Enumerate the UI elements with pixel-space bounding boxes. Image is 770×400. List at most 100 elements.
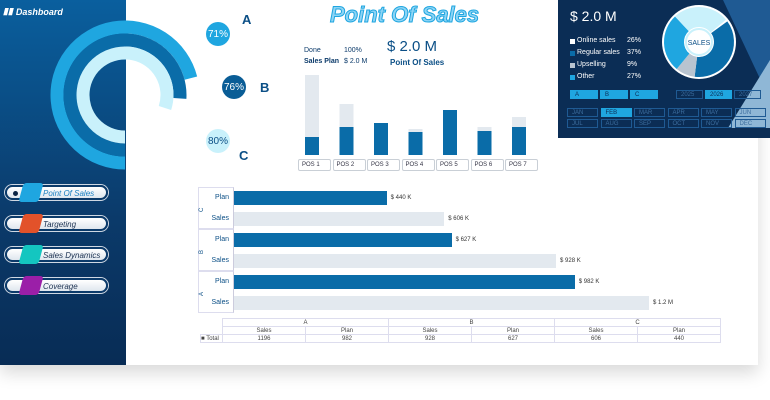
bar-label: Sales: [211, 215, 229, 222]
month-button[interactable]: NOV: [701, 119, 732, 128]
total-sales: $ 2.0 M: [387, 38, 438, 55]
ring-a-label: A: [242, 12, 252, 27]
bar-label: Plan: [214, 278, 229, 285]
pos-filter-button[interactable]: POS 4: [401, 159, 435, 171]
sales-bar: [339, 127, 354, 155]
done-label: Done: [304, 47, 321, 54]
pos-filter-button[interactable]: POS 5: [436, 159, 469, 171]
legend-label: Regular sales: [577, 49, 620, 56]
legend-label: Upselling: [577, 61, 606, 68]
nav-label: Coverage: [43, 282, 78, 291]
plan-bar: [234, 233, 452, 247]
nav-targeting[interactable]: Targeting: [5, 214, 108, 233]
sales-bar: [374, 123, 388, 155]
sales-bar: [234, 212, 445, 226]
table-group: C: [554, 318, 721, 327]
pos-filter-button[interactable]: POS 2: [332, 159, 366, 171]
month-button[interactable]: JUN: [734, 108, 766, 117]
nav-sales-dynamics[interactable]: Sales Dynamics: [5, 245, 108, 264]
month-button[interactable]: SEP: [634, 119, 665, 128]
table-cell: 928: [388, 334, 472, 343]
sales-bar: [234, 254, 557, 268]
ring-arc-b: [63, 33, 187, 157]
done-value: 100%: [344, 47, 362, 54]
ring-b-percent: 76%: [222, 75, 246, 99]
ring-arc-c: [76, 46, 174, 144]
legend-label: Other: [577, 73, 595, 80]
table-header: Sales: [222, 326, 306, 335]
group-button-c[interactable]: C: [630, 90, 658, 99]
ring-arc-a: [50, 20, 198, 170]
ring-c-label: C: [239, 148, 249, 163]
table-header: Plan: [637, 326, 721, 335]
bar-value: $ 928 K: [560, 258, 581, 264]
donut-slice: [676, 53, 698, 77]
sales-bar: [408, 132, 423, 155]
total-caption: Point Of Sales: [390, 58, 445, 67]
pos-filter-button[interactable]: POS 1: [298, 159, 331, 171]
ribbon-icon: [18, 183, 44, 202]
year-button[interactable]: 2025: [676, 90, 703, 99]
legend-item: Other 27%: [570, 73, 641, 80]
ring-c-percent: 80%: [206, 129, 230, 153]
donut-slice: [694, 21, 734, 77]
ribbon-icon: [18, 245, 44, 264]
active-dot-icon: [13, 191, 18, 196]
legend-item: Regular sales 37%: [570, 49, 641, 56]
month-button[interactable]: JUL: [567, 119, 598, 128]
table-header: Sales: [388, 326, 472, 335]
bar-value: $ 982 K: [578, 279, 600, 285]
legend-value: 37%: [627, 49, 642, 56]
donut-slice: [664, 16, 690, 69]
plan-label: Sales Plan: [304, 58, 340, 65]
month-button[interactable]: JAN: [567, 108, 598, 117]
bar-chart-icon: ▮▮: [3, 6, 13, 16]
group-button-a[interactable]: A: [570, 90, 598, 99]
month-button[interactable]: MAR: [634, 108, 665, 117]
group-button-b[interactable]: B: [600, 90, 628, 99]
table-cell: 440: [637, 334, 721, 343]
year-button[interactable]: 2027: [734, 90, 761, 99]
month-button[interactable]: AUG: [600, 119, 632, 128]
decor-triangle: [723, 0, 770, 100]
legend-swatch: [570, 51, 575, 56]
plan-bar: [234, 275, 575, 289]
table-group: B: [388, 318, 555, 327]
bar-value: $ 440 K: [390, 195, 412, 201]
nav-point-of-sales[interactable]: Point Of Sales: [5, 183, 108, 202]
legend-value: 9%: [627, 61, 638, 68]
legend-item: Upselling 9%: [570, 61, 637, 68]
table-cell: 1196: [222, 334, 306, 343]
bar-value: $ 627 K: [455, 237, 477, 243]
ribbon-icon: [18, 214, 44, 233]
month-button[interactable]: MAY: [701, 108, 732, 117]
table-header: Plan: [305, 326, 389, 335]
group-label: A: [199, 291, 205, 296]
plan-value: $ 2.0 M: [344, 58, 368, 65]
bar-label: Sales: [211, 299, 229, 306]
pos-filter-button[interactable]: POS 7: [505, 159, 538, 171]
group-divider: [198, 229, 234, 271]
year-button[interactable]: 2026: [705, 90, 732, 99]
donut-slice: [675, 7, 726, 34]
nav-label: Point Of Sales: [43, 189, 95, 198]
legend-value: 26%: [627, 37, 642, 44]
table-cell: 627: [471, 334, 555, 343]
nav-coverage[interactable]: Coverage: [5, 276, 108, 295]
legend-swatch: [570, 63, 575, 68]
legend-item: Online sales 26%: [570, 37, 641, 44]
legend-swatch: [570, 75, 575, 80]
pos-filter-button[interactable]: POS 6: [470, 159, 504, 171]
pos-filter-button[interactable]: POS 3: [367, 159, 400, 171]
nav-label: Sales Dynamics: [43, 251, 101, 260]
month-button[interactable]: FEB: [600, 108, 632, 117]
month-button[interactable]: DEC: [734, 119, 766, 128]
group-label: C: [199, 207, 205, 212]
ring-chart: [50, 20, 198, 170]
month-button[interactable]: APR: [667, 108, 699, 117]
table-cell: 606: [554, 334, 638, 343]
bar-label: Sales: [211, 257, 229, 264]
legend-swatch: [570, 39, 575, 44]
plan-bar: [305, 75, 319, 155]
month-button[interactable]: OCT: [667, 119, 699, 128]
